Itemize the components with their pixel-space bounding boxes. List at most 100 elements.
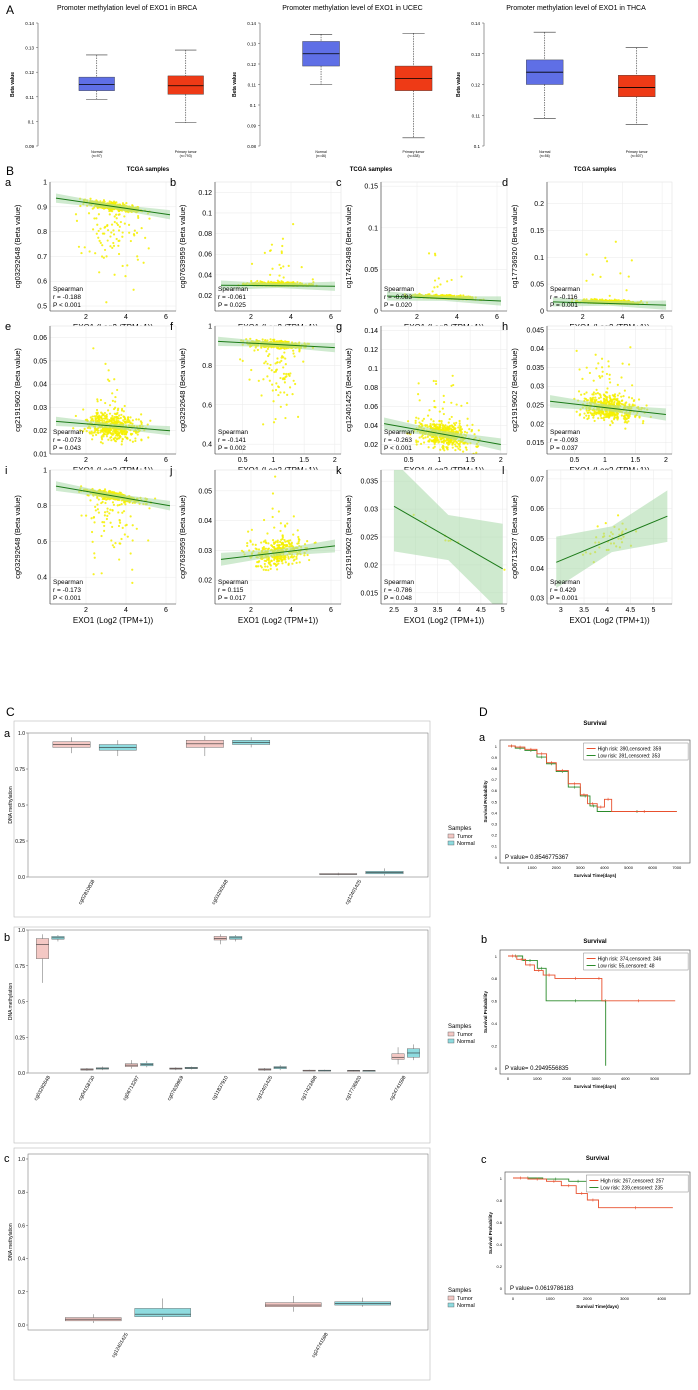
data-point (146, 423, 149, 426)
data-point (110, 539, 113, 542)
data-point (604, 415, 607, 419)
data-point (94, 252, 97, 255)
spearman-stat: r = -0.173 (53, 587, 81, 594)
data-point (121, 264, 124, 268)
data-point (256, 348, 260, 352)
data-point (592, 391, 596, 394)
data-point (609, 424, 612, 427)
x-tick-label: 4 (124, 607, 128, 614)
data-point (118, 521, 122, 524)
data-point (462, 450, 465, 453)
data-point (628, 403, 631, 406)
y-tick-label: 0.9 (37, 204, 47, 211)
data-point (109, 235, 112, 238)
data-point (451, 425, 454, 428)
data-point (450, 278, 453, 282)
data-point (123, 416, 126, 419)
x-tick-label: 2 (84, 457, 88, 464)
data-point (459, 294, 462, 297)
data-point (625, 417, 628, 420)
data-point (112, 244, 116, 247)
data-point (274, 362, 277, 365)
data-point (95, 217, 98, 220)
data-point (93, 556, 96, 559)
data-point (103, 529, 106, 532)
data-point (120, 413, 123, 416)
data-point (598, 375, 601, 378)
x-axis-label: EXO1 (Log2 (TPM+1)) (73, 616, 154, 625)
data-point (434, 438, 437, 441)
scatter-plot-g: g0.511.520.020.040.060.080.10.120.14EXO1… (336, 321, 508, 475)
data-point (608, 413, 611, 416)
data-point (137, 418, 140, 421)
data-point (115, 412, 119, 415)
data-point (603, 418, 606, 422)
data-point (443, 429, 447, 432)
data-point (437, 277, 440, 280)
data-point (95, 412, 99, 415)
data-point (619, 272, 622, 275)
data-point (274, 475, 277, 478)
data-point (274, 388, 278, 392)
x-tick-label: 1 (271, 457, 275, 464)
data-point (116, 504, 119, 507)
data-point (605, 260, 609, 263)
data-point (428, 293, 431, 296)
data-point (607, 365, 610, 368)
y-tick-label: 0.025 (526, 403, 544, 410)
data-point (283, 378, 286, 381)
y-tick-label: 0.02 (530, 421, 544, 428)
y-tick-label: 0.14 (247, 21, 256, 26)
data-point (110, 231, 113, 234)
data-point (406, 420, 410, 423)
data-point (625, 289, 628, 292)
y-tick-label: 0.02 (33, 428, 47, 435)
data-point (136, 258, 139, 261)
data-point (282, 265, 285, 268)
y-axis-label: Beta value (456, 72, 462, 97)
data-point (118, 558, 121, 561)
data-point (86, 426, 90, 430)
x-tick-label: 4 (124, 314, 128, 321)
y-tick-label: 0.11 (472, 113, 481, 118)
panel-letter: i (5, 465, 7, 477)
y-tick-label: 0.04 (198, 272, 212, 279)
data-point (91, 540, 94, 543)
data-point (100, 415, 103, 418)
data-point (454, 448, 457, 452)
data-point (103, 488, 107, 491)
data-point (450, 415, 453, 419)
data-point (140, 413, 143, 416)
data-point (89, 416, 92, 419)
tcga-samples-label: TCGA samples (127, 167, 170, 173)
x-tick-label: Primary tumor (175, 150, 198, 154)
x-tick-label: 0.5 (570, 457, 580, 464)
data-point (440, 420, 443, 423)
data-point (278, 361, 281, 364)
data-point (602, 417, 605, 420)
data-point (620, 399, 623, 402)
data-point (287, 372, 290, 376)
data-point (621, 362, 624, 365)
data-point (442, 394, 445, 398)
panel-letter: f (170, 321, 174, 333)
data-point (606, 415, 609, 418)
plot-area (55, 347, 171, 446)
data-point (280, 359, 283, 362)
data-point (602, 397, 606, 400)
data-point (116, 388, 119, 392)
data-point (419, 442, 423, 445)
y-tick-label: 1 (208, 324, 212, 331)
data-point (91, 418, 94, 421)
data-point (111, 417, 114, 420)
data-point (587, 414, 590, 417)
data-point (109, 521, 112, 524)
data-point (142, 261, 145, 264)
regression-line (55, 485, 171, 507)
data-point (284, 362, 287, 366)
data-point (121, 202, 125, 205)
data-point (118, 414, 121, 417)
spearman-stat: P < 0.001 (53, 302, 81, 309)
data-point (94, 415, 97, 418)
